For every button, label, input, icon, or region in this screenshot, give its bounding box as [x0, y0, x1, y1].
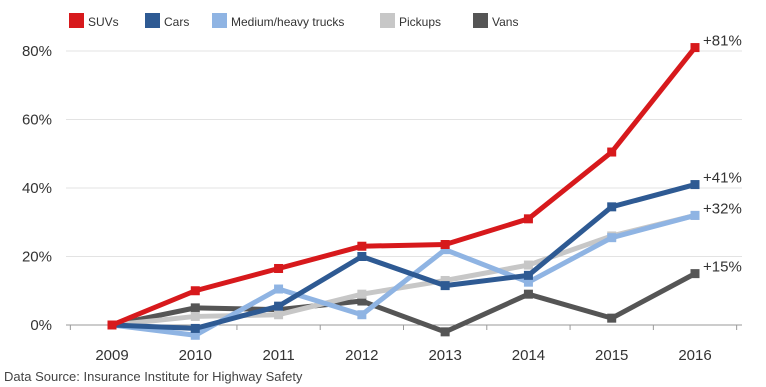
data-point-medium-heavy-trucks — [523, 277, 533, 287]
legend: SUVs Cars Medium/heavy trucks Pickups Vans — [69, 13, 518, 29]
x-tick-label: 2016 — [678, 347, 711, 364]
data-point-suvs — [440, 240, 450, 250]
data-point-pickups — [274, 310, 284, 320]
series-lines — [107, 43, 700, 340]
data-point-medium-heavy-trucks — [690, 210, 700, 220]
data-point-cars — [607, 202, 617, 212]
series-line-cars — [111, 182, 696, 331]
legend-swatch — [212, 13, 227, 28]
x-tick-label: 2011 — [262, 347, 294, 364]
end-labels: +81% +41% +32% +15% — [703, 33, 742, 276]
data-point-medium-heavy-trucks — [357, 310, 367, 320]
y-tick-label: 80% — [22, 43, 52, 60]
series-line-vans — [111, 271, 697, 335]
x-tick-label: 2012 — [345, 347, 378, 364]
legend-label: Vans — [492, 15, 518, 29]
data-point-cars — [274, 301, 284, 311]
x-tick-label: 2014 — [512, 347, 545, 364]
data-point-pickups — [523, 260, 533, 270]
data-point-vans — [523, 289, 533, 299]
data-point-cars — [523, 270, 533, 280]
series-line-medium-heavy-trucks — [111, 212, 696, 338]
legend-label: Cars — [164, 15, 189, 29]
data-point-vans — [690, 269, 700, 279]
data-point-suvs — [607, 147, 617, 157]
data-point-suvs — [107, 320, 117, 330]
data-point-pickups — [190, 311, 200, 321]
data-point-vans — [190, 303, 200, 313]
x-tick-label: 2009 — [95, 347, 128, 364]
y-axis-ticks: 0% 20% 40% 60% 80% — [22, 43, 52, 334]
x-tick-label: 2013 — [428, 347, 461, 364]
data-point-cars — [357, 252, 367, 261]
end-label: +32% — [703, 200, 742, 217]
y-tick-label: 20% — [22, 249, 52, 266]
legend-label: Pickups — [399, 15, 441, 29]
data-point-cars — [440, 281, 450, 291]
legend-label: SUVs — [88, 15, 119, 29]
data-point-suvs — [357, 241, 367, 251]
end-label: +41% — [703, 170, 742, 187]
data-point-suvs — [274, 263, 284, 273]
y-tick-label: 60% — [22, 112, 52, 129]
series-line-suvs — [111, 46, 697, 328]
legend-swatch — [145, 13, 160, 28]
data-point-medium-heavy-trucks — [274, 284, 284, 294]
data-point-vans — [357, 296, 367, 306]
data-point-vans — [440, 327, 450, 337]
data-point-medium-heavy-trucks — [440, 245, 450, 255]
data-point-cars — [190, 323, 200, 333]
legend-swatch — [473, 13, 488, 28]
x-tick-label: 2015 — [595, 347, 628, 364]
data-point-pickups — [440, 275, 450, 285]
legend-swatch — [380, 13, 395, 28]
x-tick-label: 2010 — [179, 347, 212, 364]
y-tick-label: 0% — [30, 317, 52, 334]
gridlines — [66, 50, 742, 257]
legend-swatch — [69, 13, 84, 28]
end-label: +15% — [703, 259, 742, 276]
series-line-pickups — [111, 212, 696, 328]
x-axis: 2009 2010 2011 2012 2013 2014 2015 2016 — [66, 324, 742, 364]
data-point-medium-heavy-trucks — [607, 233, 617, 243]
data-point-suvs — [523, 214, 533, 224]
data-point-suvs — [190, 286, 200, 296]
y-tick-label: 40% — [22, 180, 52, 197]
data-point-vans — [607, 313, 617, 323]
legend-label: Medium/heavy trucks — [231, 15, 344, 29]
data-point-suvs — [690, 43, 700, 53]
data-point-cars — [690, 180, 700, 190]
data-point-medium-heavy-trucks — [190, 330, 200, 340]
source-note: Data Source: Insurance Institute for Hig… — [4, 369, 303, 384]
data-point-pickups — [357, 289, 367, 299]
end-label: +81% — [703, 33, 742, 50]
